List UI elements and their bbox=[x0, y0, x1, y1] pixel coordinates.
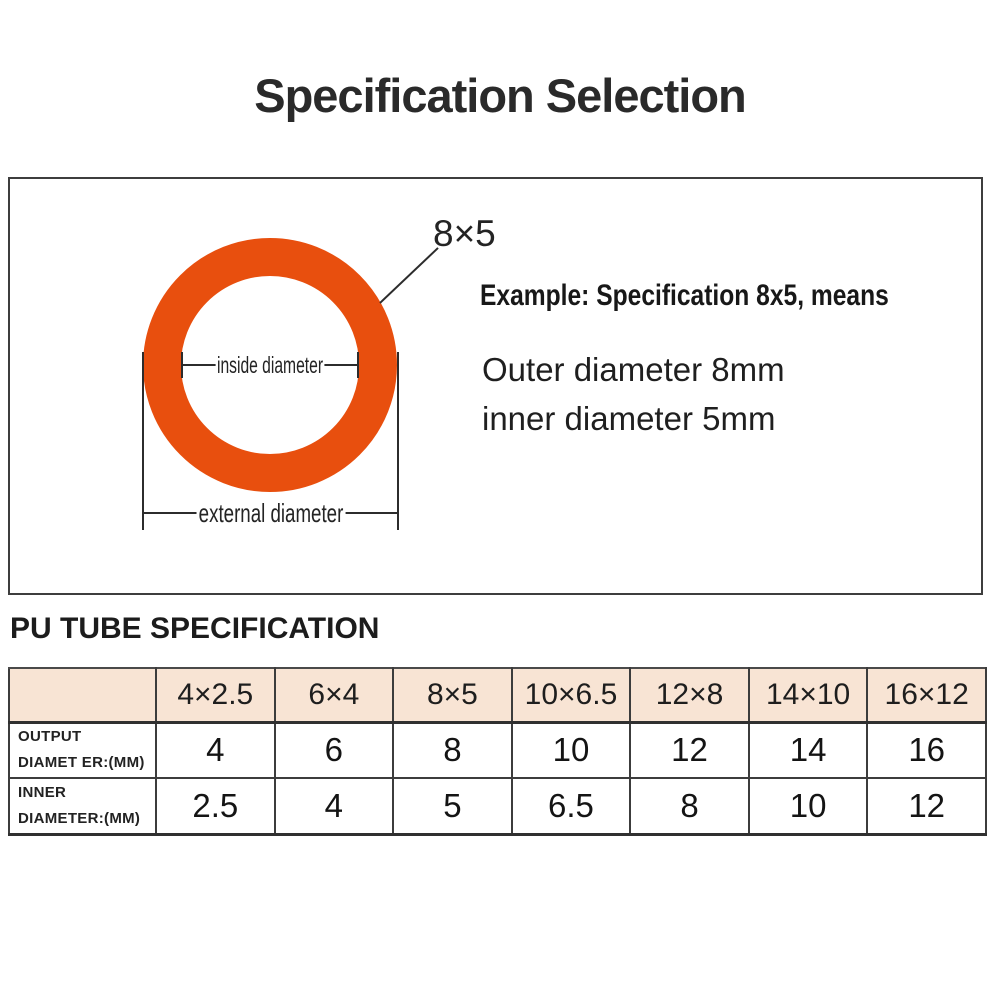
spec-value-cell: 8 bbox=[629, 777, 750, 836]
spec-table-heading: PU TUBE SPECIFICATION bbox=[10, 612, 380, 645]
inside-diameter-label: inside diameter bbox=[215, 352, 325, 378]
spec-table-row: INNER DIAMETER:(MM) 2.5 4 5 6.5 8 10 12 bbox=[8, 777, 987, 836]
spec-value-cell: 10 bbox=[747, 777, 869, 836]
callout-leader-line bbox=[379, 247, 439, 304]
inside-diameter-dimension: inside diameter bbox=[181, 352, 359, 378]
spec-table: 4×2.5 6×4 8×5 10×6.5 12×8 14×10 16×12 OUTPUT DI… bbox=[8, 667, 987, 836]
spec-col-header: 16×12 bbox=[866, 667, 987, 724]
row-label-line2: DIAMET ER:(MM) bbox=[18, 754, 145, 772]
extension-line-left bbox=[142, 352, 144, 530]
row-label-line1: INNER bbox=[18, 783, 67, 801]
spec-col-header: 4×2.5 bbox=[155, 667, 276, 724]
external-diameter-dimension: external diameter bbox=[142, 499, 399, 527]
spec-value-cell: 4 bbox=[155, 721, 276, 779]
spec-value-cell: 12 bbox=[629, 721, 750, 779]
spec-table-row: OUTPUT DIAMET ER:(MM) 4 6 8 10 12 14 16 bbox=[8, 721, 987, 779]
spec-value-cell: 12 bbox=[866, 777, 987, 836]
row-label-cell: OUTPUT DIAMET ER:(MM) bbox=[8, 721, 157, 779]
spec-col-header: 6×4 bbox=[273, 667, 395, 724]
spec-value-cell: 6 bbox=[273, 721, 395, 779]
diagram-box: inside diameter external diameter 8×5 Ex… bbox=[8, 177, 983, 595]
row-label-cell: INNER DIAMETER:(MM) bbox=[8, 777, 157, 836]
extension-line-right bbox=[397, 352, 399, 530]
spec-col-header: 10×6.5 bbox=[510, 667, 632, 724]
spec-value-cell: 8 bbox=[392, 721, 513, 779]
dimension-tick bbox=[357, 352, 359, 378]
example-heading: Example: Specification 8x5, means bbox=[480, 279, 889, 312]
spec-value-cell: 16 bbox=[866, 721, 987, 779]
example-outer-diameter-text: Outer diameter 8mm bbox=[482, 351, 785, 388]
spec-col-header: 14×10 bbox=[747, 667, 869, 724]
callout-spec-label: 8×5 bbox=[433, 213, 496, 254]
spec-value-cell: 14 bbox=[747, 721, 869, 779]
spec-col-header: 8×5 bbox=[392, 667, 513, 724]
spec-table-body: OUTPUT DIAMET ER:(MM) 4 6 8 10 12 14 16 INNER DIAM… bbox=[8, 721, 987, 836]
page-title: Specification Selection bbox=[254, 69, 747, 122]
row-label-line1: OUTPUT bbox=[18, 728, 82, 746]
spec-table-corner-cell bbox=[8, 667, 157, 724]
spec-value-cell: 6.5 bbox=[510, 777, 632, 836]
spec-value-cell: 2.5 bbox=[155, 777, 276, 836]
example-inner-diameter-text: inner diameter 5mm bbox=[482, 400, 776, 437]
spec-value-cell: 5 bbox=[392, 777, 513, 836]
spec-table-header-row: 4×2.5 6×4 8×5 10×6.5 12×8 14×10 16×12 bbox=[8, 667, 987, 724]
spec-col-header: 12×8 bbox=[629, 667, 750, 724]
spec-value-cell: 10 bbox=[510, 721, 632, 779]
row-label-line2: DIAMETER:(MM) bbox=[18, 809, 141, 827]
spec-value-cell: 4 bbox=[273, 777, 395, 836]
external-diameter-label: external diameter bbox=[196, 499, 345, 527]
